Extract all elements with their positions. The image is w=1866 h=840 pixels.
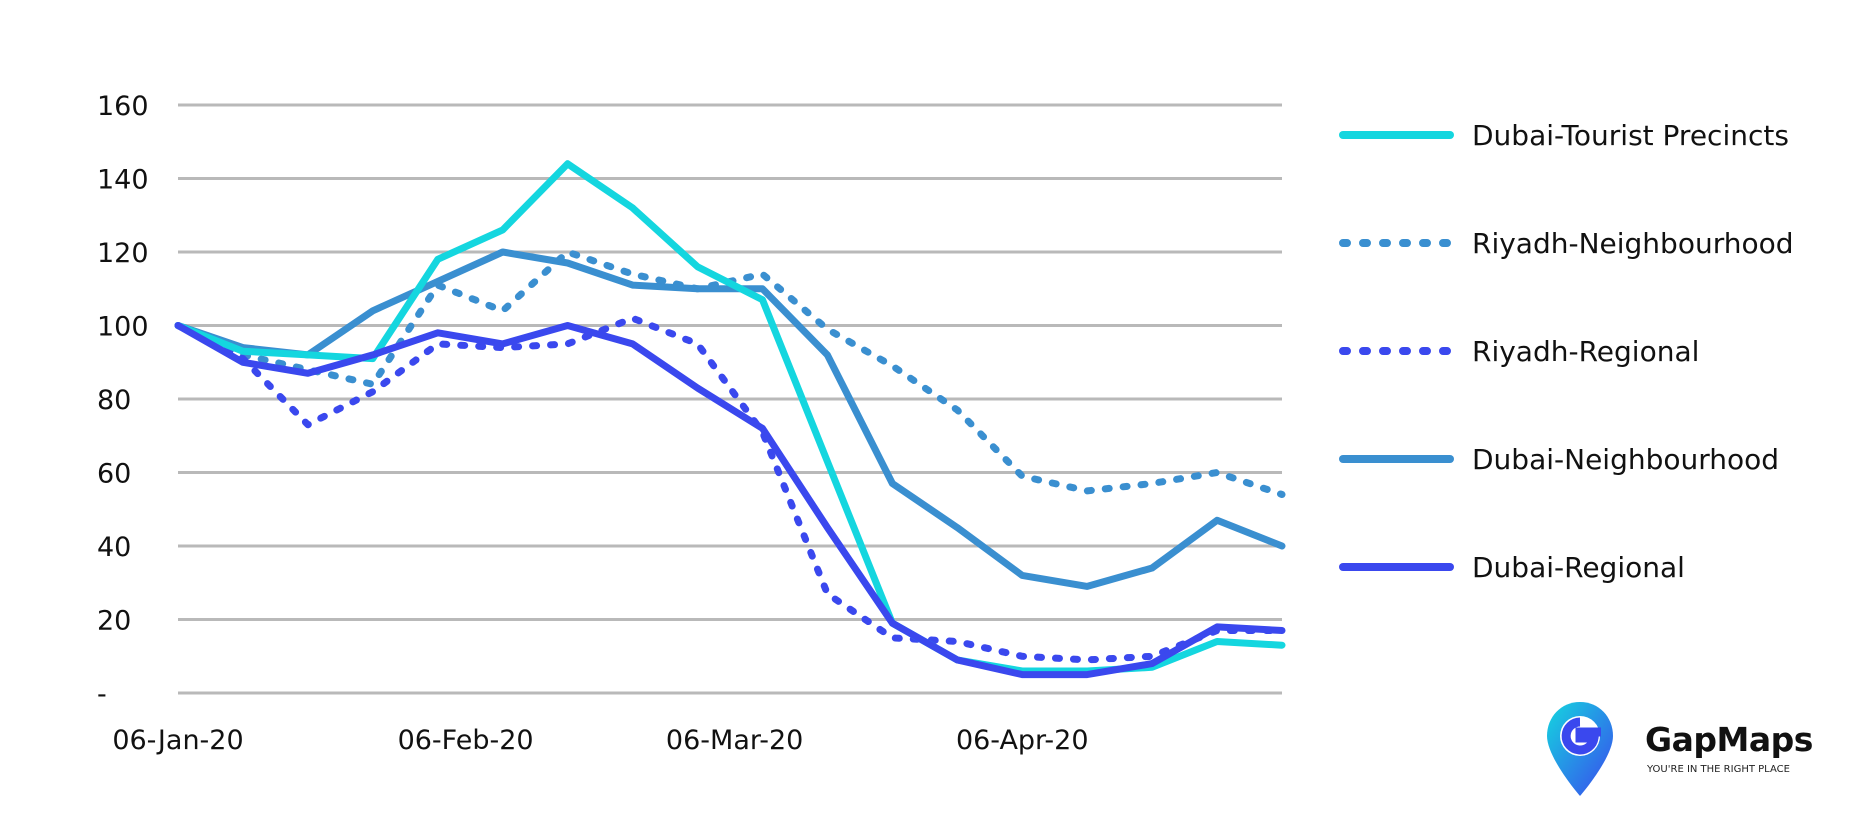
x-axis-tick-labels: 06-Jan-20 06-Feb-20 06-Mar-20 06-Apr-20 (112, 725, 1088, 756)
series-line-dubai-regional (174, 322, 1286, 679)
gridlines (178, 103, 1282, 695)
x-tick-label: 06-Apr-20 (956, 725, 1089, 756)
series-line-dubai-neighbourhood (174, 248, 1286, 590)
y-tick-label: 20 (97, 606, 131, 637)
legend-label: Dubai-Tourist Precincts (1472, 119, 1789, 152)
logo-tagline: YOU'RE IN THE RIGHT PLACE (1647, 764, 1790, 775)
x-tick-label: 06-Jan-20 (112, 725, 243, 756)
series-lines (174, 160, 1286, 679)
series-line-riyadh-regional (174, 314, 1286, 664)
legend-label: Riyadh-Neighbourhood (1472, 227, 1794, 260)
y-tick-label: 40 (97, 532, 131, 563)
y-tick-label: 80 (97, 385, 131, 416)
y-tick-label: 140 (97, 165, 149, 196)
y-tick-label: 160 (97, 91, 149, 122)
y-tick-label: - (97, 679, 107, 710)
y-tick-label: 120 (97, 238, 149, 269)
legend-label: Dubai-Neighbourhood (1472, 443, 1779, 476)
series-line-dubai-tourist-precincts (174, 160, 1286, 675)
legend: Dubai-Tourist Precincts Riyadh-Neighbourh… (1339, 119, 1794, 584)
x-tick-label: 06-Mar-20 (666, 725, 803, 756)
y-tick-label: 60 (97, 459, 131, 490)
x-tick-label: 06-Feb-20 (398, 725, 534, 756)
y-axis-tick-labels: - 20 40 60 80 100 120 140 160 (97, 91, 149, 710)
y-tick-label: 100 (97, 312, 149, 343)
legend-label: Dubai-Regional (1472, 551, 1685, 584)
legend-label: Riyadh-Regional (1472, 335, 1699, 368)
gapmaps-logo: GapMaps YOU'RE IN THE RIGHT PLACE (1545, 700, 1845, 810)
gapmaps-pin-icon (1547, 702, 1613, 796)
logo-name: GapMaps (1645, 720, 1813, 759)
